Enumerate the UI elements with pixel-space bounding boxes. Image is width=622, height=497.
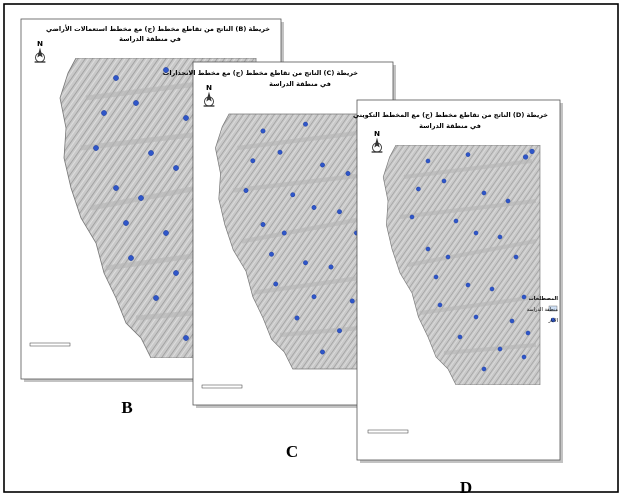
map-title: خريطة (C) الناتج من تقاطع مخطط (ج) مع مخ… [163, 69, 359, 77]
panel-label: B [121, 398, 132, 417]
legend-item: الآبار [547, 318, 558, 324]
legend-item: منطقة الدراسة [527, 307, 559, 313]
map-title: خريطة (D) الناتج من تقاطع مخطط (ج) مع ال… [353, 111, 548, 119]
panel-label: D [460, 478, 472, 497]
legend-title: المصطلحات [529, 296, 559, 302]
map-subtitle: في منطقة الدراسة [119, 35, 181, 43]
legend: المصطلحات منطقة الدراسة الآبار [527, 296, 559, 324]
map-subtitle: في منطقة الدراسة [269, 80, 331, 88]
map-title: خريطة (B) الناتج من تقاطع مخطط (ج) مع مخ… [46, 24, 270, 33]
map-subtitle: في منطقة الدراسة [419, 122, 481, 130]
map-sheet: خريطة (D) الناتج من تقاطع مخطط (ج) مع ال… [353, 99, 563, 463]
panel-label: C [286, 442, 298, 461]
